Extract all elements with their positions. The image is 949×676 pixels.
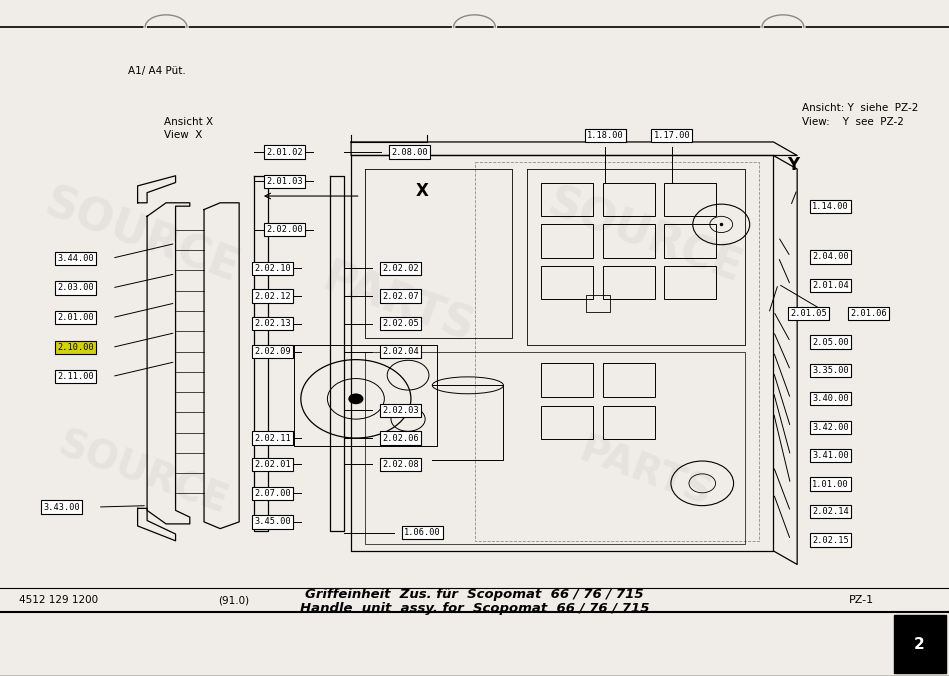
- Bar: [541, 266, 593, 299]
- Text: 1.14.00: 1.14.00: [812, 201, 848, 211]
- Text: 2.01.00: 2.01.00: [58, 313, 94, 322]
- Bar: [541, 363, 593, 397]
- Bar: [603, 224, 655, 258]
- Text: 2.02.02: 2.02.02: [382, 264, 419, 273]
- Text: 3.40.00: 3.40.00: [812, 394, 848, 404]
- Text: 2.02.03: 2.02.03: [382, 406, 419, 415]
- Text: 2.02.13: 2.02.13: [254, 319, 290, 329]
- Bar: [541, 183, 593, 216]
- Text: 2.02.01: 2.02.01: [254, 460, 290, 469]
- Text: 1.17.00: 1.17.00: [654, 130, 690, 140]
- Text: 2.01.02: 2.01.02: [267, 147, 303, 157]
- Text: 2.10.00: 2.10.00: [58, 343, 94, 352]
- Text: 1.06.00: 1.06.00: [404, 528, 440, 537]
- Text: Handle  unit  assy. for  Scopomat  66 / 76 / 715: Handle unit assy. for Scopomat 66 / 76 /…: [300, 602, 649, 615]
- Bar: [603, 363, 655, 397]
- Bar: [664, 266, 716, 299]
- Text: Y: Y: [788, 156, 799, 174]
- Text: 1.18.00: 1.18.00: [587, 130, 623, 140]
- Text: 2.02.08: 2.02.08: [382, 460, 419, 469]
- Text: 2.01.04: 2.01.04: [812, 281, 848, 290]
- Text: 2.02.11: 2.02.11: [254, 433, 290, 443]
- Text: X: X: [416, 182, 429, 199]
- Text: 2.02.00: 2.02.00: [267, 225, 303, 235]
- Text: 2.02.10: 2.02.10: [254, 264, 290, 273]
- Text: 2: 2: [914, 637, 925, 652]
- Bar: [894, 615, 946, 673]
- Text: (91.0): (91.0): [218, 596, 250, 605]
- Text: 4512 129 1200: 4512 129 1200: [19, 596, 98, 605]
- Text: 2.02.05: 2.02.05: [382, 319, 419, 329]
- Bar: [586, 295, 610, 312]
- Text: View  X: View X: [164, 130, 202, 140]
- Text: PARTS: PARTS: [317, 257, 480, 352]
- Bar: [603, 406, 655, 439]
- Text: 2.11.00: 2.11.00: [58, 372, 94, 381]
- Text: 2.02.14: 2.02.14: [812, 507, 848, 516]
- Bar: [664, 224, 716, 258]
- Text: SOURCE: SOURCE: [542, 182, 749, 291]
- Text: 2.01.03: 2.01.03: [267, 176, 303, 186]
- Text: A1/ A4 Püt.: A1/ A4 Püt.: [128, 66, 186, 76]
- Bar: [664, 183, 716, 216]
- Text: SOURCE: SOURCE: [52, 425, 233, 521]
- Text: 3.45.00: 3.45.00: [254, 517, 290, 527]
- Bar: [603, 266, 655, 299]
- Text: PZ-1: PZ-1: [849, 596, 874, 605]
- Text: 2.02.15: 2.02.15: [812, 535, 848, 545]
- Text: 2.03.00: 2.03.00: [58, 283, 94, 293]
- Bar: [541, 224, 593, 258]
- Text: Ansicht X: Ansicht X: [164, 117, 214, 126]
- Circle shape: [348, 393, 363, 404]
- Text: 2.04.00: 2.04.00: [812, 252, 848, 262]
- Text: 2.01.05: 2.01.05: [791, 309, 827, 318]
- Text: 2.07.00: 2.07.00: [254, 489, 290, 498]
- Text: 2.02.09: 2.02.09: [254, 347, 290, 356]
- Text: 2.01.06: 2.01.06: [850, 309, 886, 318]
- Text: 3.42.00: 3.42.00: [812, 422, 848, 432]
- Text: Griffeinheit  Zus. für  Scopomat  66 / 76 / 715: Griffeinheit Zus. für Scopomat 66 / 76 /…: [306, 588, 643, 602]
- Text: 3.44.00: 3.44.00: [58, 254, 94, 263]
- Text: 2.02.06: 2.02.06: [382, 433, 419, 443]
- Bar: [541, 406, 593, 439]
- Text: 3.43.00: 3.43.00: [44, 502, 80, 512]
- Text: 2.05.00: 2.05.00: [812, 337, 848, 347]
- Text: 2.02.04: 2.02.04: [382, 347, 419, 356]
- Text: View:    Y  see  PZ-2: View: Y see PZ-2: [802, 117, 903, 126]
- Text: 2.02.12: 2.02.12: [254, 291, 290, 301]
- Bar: [603, 183, 655, 216]
- Text: Ansicht: Y  siehe  PZ-2: Ansicht: Y siehe PZ-2: [802, 103, 919, 113]
- Text: SOURCE: SOURCE: [39, 182, 246, 291]
- Text: PARTS: PARTS: [574, 432, 716, 514]
- Text: 3.41.00: 3.41.00: [812, 451, 848, 460]
- Text: 1.01.00: 1.01.00: [812, 479, 848, 489]
- Text: 2.02.07: 2.02.07: [382, 291, 419, 301]
- Text: 3.35.00: 3.35.00: [812, 366, 848, 375]
- Text: 2.08.00: 2.08.00: [392, 147, 428, 157]
